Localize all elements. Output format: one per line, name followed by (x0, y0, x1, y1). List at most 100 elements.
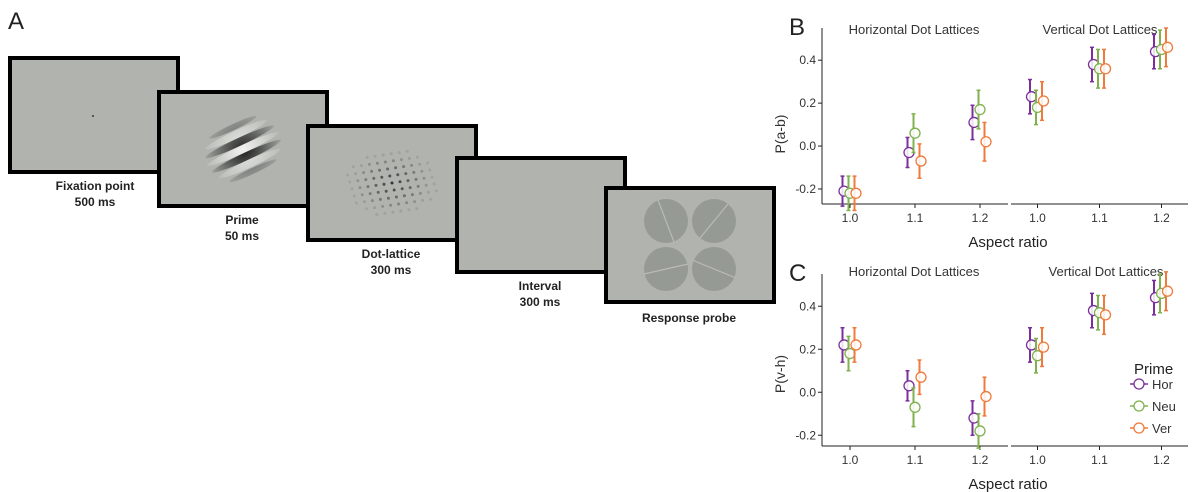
lattice-dot (365, 155, 369, 159)
lattice-dot (354, 201, 358, 205)
lattice-dot (404, 172, 408, 176)
dot-lattice-icon (346, 149, 438, 217)
lattice-dot (366, 185, 370, 189)
lattice-dot (410, 163, 414, 167)
x-tick-label: 1.1 (1091, 211, 1108, 225)
y-tick-label: -0.2 (795, 182, 816, 196)
chart-c-facet-title-horizontal: Horizontal Dot Lattices (849, 264, 980, 279)
legend-key-marker (1133, 378, 1145, 390)
interval-caption-name: Interval (518, 279, 562, 293)
lattice-dot (356, 179, 360, 183)
data-point (850, 339, 862, 351)
lattice-dot (422, 176, 426, 180)
dot-lattice-screen (306, 124, 478, 242)
chart-b-ylabel: P(a-b) (772, 115, 788, 154)
lattice-dot (426, 190, 430, 194)
lattice-dot (346, 173, 350, 177)
data-point (850, 187, 862, 199)
lattice-dot (418, 191, 422, 195)
x-tick-label: 1.2 (1153, 453, 1170, 467)
lattice-dot (382, 182, 386, 186)
x-tick-label: 1.1 (907, 453, 924, 467)
lattice-dot (368, 192, 372, 196)
lattice-dot (389, 152, 393, 156)
lattice-dot (391, 159, 395, 163)
y-tick-label: 0.4 (799, 299, 816, 313)
chart-c-ylabel: P(v-h) (772, 355, 788, 393)
x-tick-label: 1.0 (1029, 211, 1046, 225)
lattice-dot (408, 186, 412, 190)
data-point (974, 103, 986, 116)
lattice-dot (410, 193, 414, 197)
lattice-dot (398, 180, 402, 184)
dot-lattice-caption-duration: 300 ms (370, 263, 412, 277)
x-tick-label: 1.1 (907, 211, 924, 225)
lattice-dot (380, 175, 384, 179)
gabor-prime-icon (199, 105, 287, 193)
lattice-dot (388, 174, 392, 178)
lattice-dot (386, 196, 390, 200)
lattice-dot (348, 180, 352, 184)
lattice-dot (378, 168, 382, 172)
panel-b-label: B (789, 14, 806, 41)
data-point (974, 425, 986, 437)
lattice-dot (430, 175, 434, 179)
legend-entry-ver: Ver (1152, 421, 1172, 436)
lattice-dot (415, 155, 419, 159)
prime-caption-name: Prime (225, 213, 259, 227)
chart-b-xlabel: Aspect ratio (968, 234, 1047, 251)
y-tick-label: 0.2 (799, 96, 816, 110)
lattice-dot (421, 198, 425, 202)
chart-b-facet-title-vertical: Vertical Dot Lattices (1043, 22, 1158, 37)
lattice-dot (390, 181, 394, 185)
lattice-dot (394, 195, 398, 199)
lattice-dot (376, 190, 380, 194)
y-tick-label: 0.2 (799, 342, 816, 356)
lattice-dot (407, 208, 411, 212)
lattice-dot (405, 149, 409, 153)
panel-c-label: C (789, 260, 807, 287)
lattice-dot (381, 204, 385, 208)
lattice-dot (386, 167, 390, 171)
lattice-dot (391, 210, 395, 214)
data-point (1037, 341, 1050, 353)
data-point (915, 371, 927, 383)
lattice-dot (384, 189, 388, 193)
y-tick-label: 0.0 (799, 385, 816, 399)
lattice-dot (370, 199, 374, 203)
interval-screen (455, 156, 627, 274)
prime-caption-duration: 50 ms (224, 229, 260, 243)
lattice-dot (415, 207, 419, 211)
lattice-dot (378, 197, 382, 201)
lattice-dot (360, 193, 364, 197)
response-probe-discs-icon (643, 199, 737, 291)
lattice-dot (429, 197, 433, 201)
lattice-dot (358, 186, 362, 190)
x-tick-label: 1.2 (1153, 211, 1170, 225)
lattice-dot (364, 178, 368, 182)
x-tick-label: 1.2 (972, 453, 989, 467)
lattice-dot (397, 151, 401, 155)
lattice-dot (400, 187, 404, 191)
lattice-dot (354, 172, 358, 176)
chart-b-facet-title-horizontal: Horizontal Dot Lattices (849, 22, 980, 37)
fixation-screen (8, 56, 180, 174)
lattice-dot (407, 156, 411, 160)
lattice-dot (389, 203, 393, 207)
lattice-dot (412, 170, 416, 174)
lattice-dot (359, 164, 363, 168)
lattice-dot (365, 207, 369, 211)
data-point (909, 401, 921, 413)
chart-c-xlabel: Aspect ratio (968, 476, 1047, 492)
fixation-caption: Fixation point 500 ms (10, 178, 180, 210)
lattice-dot (397, 202, 401, 206)
lattice-dot (432, 182, 436, 186)
fixation-point (92, 115, 94, 117)
lattice-dot (428, 168, 432, 172)
x-tick-label: 1.2 (972, 211, 989, 225)
data-point (1161, 285, 1174, 297)
lattice-dot (367, 162, 371, 166)
dot-lattice-caption-name: Dot-lattice (361, 247, 421, 261)
response-probe-caption: Response probe (604, 310, 774, 326)
data-point (1099, 309, 1112, 321)
